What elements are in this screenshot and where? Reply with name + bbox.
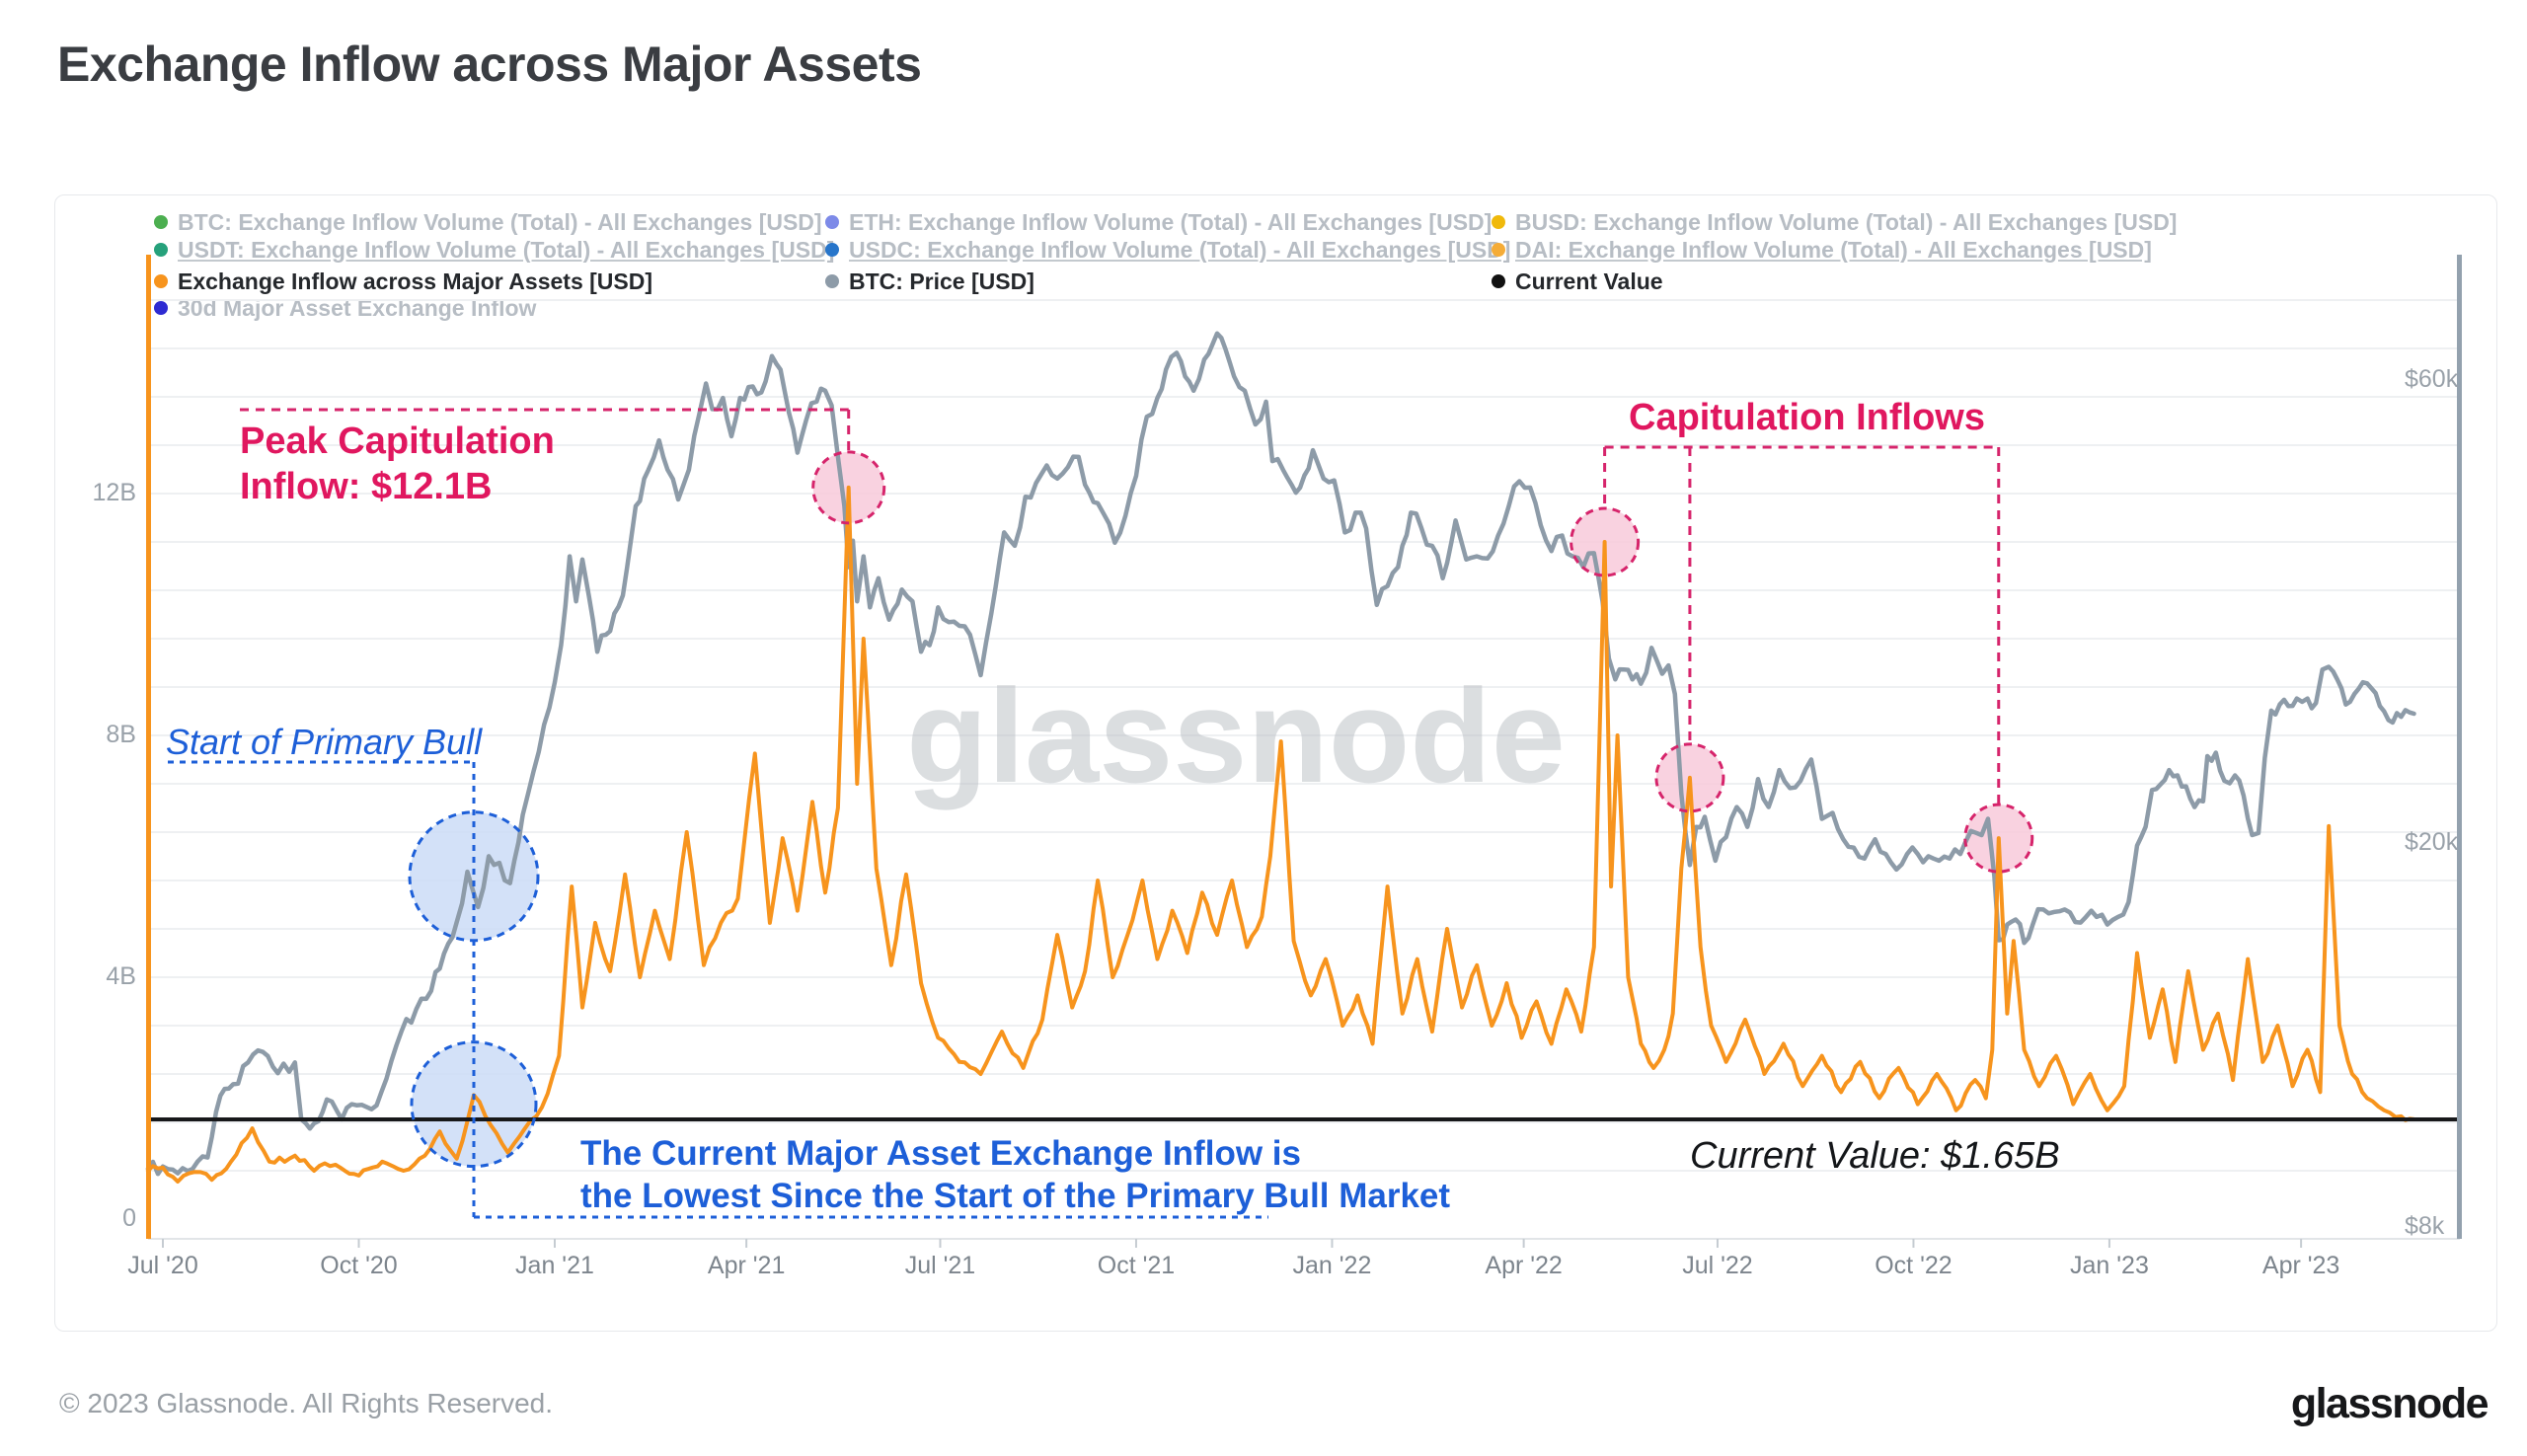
- legend-item-label: BTC: Price [USD]: [849, 268, 1034, 294]
- x-tick-label: Jan '23: [2070, 1252, 2149, 1279]
- legend-item[interactable]: BTC: Price [USD]: [825, 268, 1034, 294]
- legend-item[interactable]: Current Value: [1492, 268, 1663, 294]
- legend-dot-icon: [154, 243, 168, 257]
- annotation-peak-capitulation: Peak Capitulation Inflow: $12.1B: [240, 419, 555, 509]
- y-right-tick-label: $8k: [2405, 1212, 2445, 1240]
- y-right-tick-label: $20k: [2405, 828, 2459, 857]
- legend-item-label: BTC: Exchange Inflow Volume (Total) - Al…: [178, 208, 822, 235]
- legend-item[interactable]: USDT: Exchange Inflow Volume (Total) - A…: [154, 237, 834, 263]
- annotation-lowest-line1: The Current Major Asset Exchange Inflow …: [580, 1134, 1301, 1173]
- y-right-tick-label: $60k: [2405, 364, 2459, 393]
- annotation-lowest-line2: the Lowest Since the Start of the Primar…: [580, 1177, 1451, 1215]
- x-tick-label: Oct '20: [320, 1252, 398, 1279]
- legend-item[interactable]: 30d Major Asset Exchange Inflow: [154, 295, 536, 321]
- x-tick-label: Apr '22: [1485, 1252, 1563, 1279]
- y-left-tick-label: 12B: [92, 479, 136, 506]
- legend-item-label: BUSD: Exchange Inflow Volume (Total) - A…: [1515, 208, 2178, 235]
- legend-dot-icon: [1492, 274, 1505, 288]
- annotation-lowest-inflow: The Current Major Asset Exchange Inflow …: [580, 1132, 1450, 1217]
- x-tick-label: Oct '21: [1097, 1252, 1176, 1279]
- legend-item-label: Current Value: [1515, 268, 1663, 294]
- x-tick-label: Jan '21: [515, 1252, 594, 1279]
- legend-dot-icon: [1492, 215, 1505, 229]
- legend-item-label: Exchange Inflow across Major Assets [USD…: [178, 268, 653, 294]
- annotation-start-primary-bull: Start of Primary Bull: [166, 722, 483, 762]
- legend-item[interactable]: BTC: Exchange Inflow Volume (Total) - Al…: [154, 209, 822, 235]
- glassnode-logo: glassnode: [2290, 1380, 2489, 1427]
- legend-item-label: DAI: Exchange Inflow Volume (Total) - Al…: [1515, 236, 2152, 263]
- legend-item[interactable]: USDC: Exchange Inflow Volume (Total) - A…: [825, 237, 1510, 263]
- legend-item[interactable]: ETH: Exchange Inflow Volume (Total) - Al…: [825, 209, 1492, 235]
- x-tick-label: Jul '21: [904, 1252, 976, 1279]
- legend-item[interactable]: BUSD: Exchange Inflow Volume (Total) - A…: [1492, 209, 2177, 235]
- x-tick-label: Apr '23: [2261, 1252, 2340, 1279]
- annotation-capitulation-inflows: Capitulation Inflows: [1629, 397, 1985, 438]
- legend-dot-icon: [154, 301, 168, 315]
- x-tick-label: Apr '21: [707, 1252, 786, 1279]
- footer-copyright: © 2023 Glassnode. All Rights Reserved.: [59, 1388, 554, 1418]
- y-left-tick-label: 4B: [106, 962, 136, 990]
- legend-item-label: 30d Major Asset Exchange Inflow: [178, 294, 537, 321]
- x-tick-label: Jan '22: [1292, 1252, 1372, 1279]
- annotation-peak-line2: Inflow: $12.1B: [240, 466, 493, 507]
- y-left-tick-label: 0: [122, 1204, 136, 1232]
- legend-item-label: USDC: Exchange Inflow Volume (Total) - A…: [849, 236, 1511, 263]
- legend-item[interactable]: Exchange Inflow across Major Assets [USD…: [154, 268, 652, 294]
- legend-dot-icon: [154, 274, 168, 288]
- page-title: Exchange Inflow across Major Assets: [57, 37, 922, 92]
- annotation-peak-line1: Peak Capitulation: [240, 421, 555, 462]
- legend-dot-icon: [154, 215, 168, 229]
- legend-item-label: ETH: Exchange Inflow Volume (Total) - Al…: [849, 208, 1493, 235]
- x-tick-label: Jul '22: [1682, 1252, 1753, 1279]
- legend-item-label: USDT: Exchange Inflow Volume (Total) - A…: [178, 236, 835, 263]
- legend-dot-icon: [825, 243, 839, 257]
- y-left-tick-label: 8B: [106, 721, 136, 748]
- annotation-current-value: Current Value: $1.65B: [1690, 1135, 2060, 1177]
- legend-dot-icon: [1492, 243, 1505, 257]
- legend-item[interactable]: DAI: Exchange Inflow Volume (Total) - Al…: [1492, 237, 2152, 263]
- x-tick-label: Jul '20: [127, 1252, 198, 1279]
- x-tick-label: Oct '22: [1875, 1252, 1953, 1279]
- legend-dot-icon: [825, 274, 839, 288]
- legend-dot-icon: [825, 215, 839, 229]
